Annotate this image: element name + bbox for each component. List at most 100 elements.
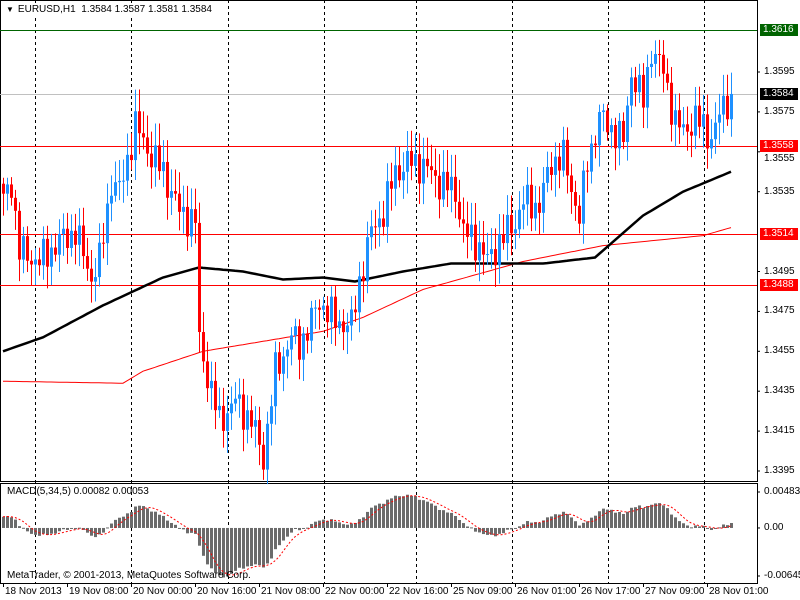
bullish-candle — [218, 405, 221, 411]
macd-histogram-bar — [678, 521, 681, 528]
bullish-candle — [290, 335, 293, 350]
bearish-candle — [566, 139, 569, 176]
macd-histogram-bar — [386, 499, 389, 528]
macd-histogram-bar — [390, 498, 393, 528]
level-price-badge: 1.3616 — [760, 24, 798, 37]
macd-histogram-bar — [310, 523, 313, 528]
bullish-candle — [226, 413, 229, 431]
bearish-candle — [706, 114, 709, 149]
macd-histogram-bar — [406, 494, 409, 528]
macd-histogram-bar — [442, 510, 445, 528]
macd-histogram-bar — [670, 514, 673, 528]
x-tick-label: 26 Nov 17:00 — [581, 586, 641, 597]
bearish-candle — [334, 296, 337, 329]
bearish-candle — [18, 210, 21, 260]
x-tick-label: 28 Nov 01:00 — [709, 586, 769, 597]
macd-histogram-bar — [410, 495, 413, 528]
bearish-candle — [222, 405, 225, 431]
macd-histogram-bar — [642, 508, 645, 528]
bullish-candle — [702, 114, 705, 127]
macd-histogram-bar — [546, 517, 549, 528]
macd-histogram-bar — [74, 527, 77, 530]
macd-histogram-bar — [154, 511, 157, 528]
macd-histogram-bar — [614, 512, 617, 528]
macd-histogram-bar — [22, 527, 25, 529]
macd-histogram-bar — [710, 527, 713, 531]
bearish-candle — [474, 224, 477, 261]
bullish-candle — [598, 112, 601, 146]
macd-histogram-bar — [110, 523, 113, 528]
bullish-candle — [526, 184, 529, 205]
bearish-candle — [30, 260, 33, 265]
macd-axis-label: -0.00645 — [764, 570, 800, 581]
y-tick-label: 1.3415 — [764, 425, 795, 437]
bearish-candle — [2, 183, 5, 194]
bullish-candle — [618, 120, 621, 149]
macd-histogram-bar — [106, 527, 109, 529]
bullish-candle — [238, 394, 241, 399]
macd-histogram-bar — [42, 527, 45, 534]
bearish-candle — [206, 361, 209, 389]
copyright-text: MetaTrader, © 2001-2013, MetaQuotes Soft… — [7, 570, 251, 581]
bullish-candle — [486, 254, 489, 256]
bearish-candle — [306, 333, 309, 341]
bearish-candle — [278, 352, 281, 374]
macd-histogram-bar — [134, 506, 137, 528]
macd-histogram-bar — [718, 527, 721, 529]
bullish-candle — [134, 111, 137, 161]
bullish-candle — [626, 105, 629, 143]
bearish-candle — [214, 380, 217, 411]
bullish-candle — [590, 143, 593, 172]
bullish-candle — [402, 171, 405, 181]
macd-histogram-bar — [178, 527, 181, 529]
macd-histogram-bar — [186, 527, 189, 534]
bullish-candle — [722, 95, 725, 115]
macd-histogram-bar — [82, 527, 85, 530]
bearish-candle — [90, 268, 93, 282]
macd-histogram-bar — [618, 511, 621, 528]
macd-histogram-bar — [70, 527, 73, 529]
macd-histogram-bar — [46, 527, 49, 535]
bearish-candle — [158, 145, 161, 172]
bearish-candle — [426, 158, 429, 167]
macd-histogram-bar — [702, 525, 705, 528]
dropdown-arrow-icon[interactable]: ▼ — [6, 5, 14, 14]
y-tick-label: 1.3535 — [764, 185, 795, 197]
y-tick-label: 1.3595 — [764, 66, 795, 77]
macd-histogram-bar — [518, 526, 521, 528]
bearish-candle — [614, 125, 617, 149]
macd-histogram-bar — [54, 527, 57, 534]
bullish-candle — [70, 230, 73, 248]
bearish-candle — [622, 120, 625, 143]
bullish-candle — [34, 259, 37, 265]
bearish-candle — [670, 82, 673, 125]
macd-histogram-bar — [262, 527, 265, 568]
bullish-candle — [302, 333, 305, 360]
bearish-candle — [686, 124, 689, 132]
bearish-candle — [662, 54, 665, 74]
x-tick-label: 21 Nov 08:00 — [261, 586, 321, 597]
macd-histogram-bar — [150, 511, 153, 528]
bullish-candle — [42, 238, 45, 266]
bearish-candle — [570, 175, 573, 193]
macd-histogram-bar — [566, 514, 569, 528]
macd-histogram-bar — [434, 505, 437, 528]
macd-histogram-bar — [458, 519, 461, 528]
macd-histogram-bar — [102, 527, 105, 533]
macd-histogram-bar — [394, 495, 397, 528]
x-tick-label: 27 Nov 09:00 — [645, 586, 705, 597]
macd-histogram-bar — [638, 505, 641, 528]
bearish-candle — [398, 165, 401, 181]
macd-histogram-bar — [210, 527, 213, 569]
bearish-candle — [594, 143, 597, 146]
macd-histogram-bar — [578, 525, 581, 528]
bullish-candle — [522, 204, 525, 210]
main-pane-frame — [0, 0, 758, 482]
macd-histogram-bar — [354, 523, 357, 528]
macd-histogram-bar — [218, 527, 221, 575]
bearish-candle — [550, 166, 553, 175]
macd-histogram-bar — [558, 514, 561, 528]
bullish-candle — [22, 236, 25, 260]
bearish-candle — [482, 242, 485, 255]
